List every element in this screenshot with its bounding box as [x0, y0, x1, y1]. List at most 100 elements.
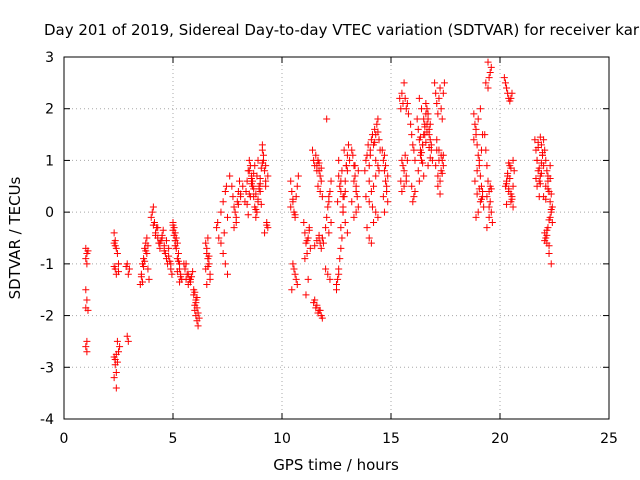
data-point	[504, 169, 512, 177]
data-point	[305, 226, 313, 234]
data-point	[202, 239, 210, 247]
data-point	[434, 172, 442, 180]
data-point	[539, 151, 547, 159]
data-point	[407, 120, 415, 128]
data-point	[123, 332, 131, 340]
data-point	[379, 156, 387, 164]
data-point	[434, 110, 442, 118]
data-point	[380, 151, 388, 159]
data-point	[400, 182, 408, 190]
data-point	[219, 250, 227, 258]
data-point	[257, 200, 265, 208]
data-point	[339, 193, 347, 201]
data-point	[367, 239, 375, 247]
data-point	[361, 167, 369, 175]
data-point	[399, 162, 407, 170]
data-point	[409, 198, 417, 206]
data-point	[374, 213, 382, 221]
data-point	[145, 275, 153, 283]
data-point	[110, 374, 118, 382]
data-point	[245, 156, 253, 164]
data-point	[487, 208, 495, 216]
data-point	[301, 229, 309, 237]
data-point	[291, 211, 299, 219]
data-point	[434, 182, 442, 190]
data-point	[350, 213, 358, 221]
data-point	[507, 94, 515, 102]
data-point	[83, 337, 91, 345]
data-point	[138, 278, 146, 286]
data-point	[316, 172, 324, 180]
data-point	[336, 255, 344, 263]
data-point	[472, 213, 480, 221]
data-point	[400, 167, 408, 175]
data-point	[509, 156, 517, 164]
data-point	[365, 177, 373, 185]
data-point	[174, 250, 182, 258]
data-point	[509, 203, 517, 211]
data-point	[436, 84, 444, 92]
data-point	[362, 156, 370, 164]
data-point	[475, 185, 483, 193]
data-point	[165, 244, 173, 252]
data-point	[319, 239, 327, 247]
data-point	[366, 151, 374, 159]
data-point	[439, 89, 447, 97]
data-point	[352, 208, 360, 216]
data-point	[545, 242, 553, 250]
data-point	[112, 384, 120, 392]
data-point	[324, 270, 332, 278]
data-point	[335, 156, 343, 164]
data-point	[141, 257, 149, 265]
data-point	[312, 151, 320, 159]
data-point	[304, 275, 312, 283]
data-point	[543, 167, 551, 175]
y-axis-label: SDTVAR / TECUs	[6, 176, 24, 299]
data-point	[313, 237, 321, 245]
data-point	[318, 193, 326, 201]
y-tick-label: -3	[40, 360, 54, 376]
data-point	[237, 190, 245, 198]
data-point	[235, 177, 243, 185]
data-point	[380, 208, 388, 216]
data-point	[415, 177, 423, 185]
y-tick-label: 3	[45, 50, 54, 66]
data-point	[149, 221, 157, 229]
data-point	[324, 203, 332, 211]
data-point	[322, 224, 330, 232]
data-point	[486, 69, 494, 77]
data-point	[215, 234, 223, 242]
x-tick-label: 10	[273, 431, 291, 447]
data-point	[154, 224, 162, 232]
data-point	[362, 193, 370, 201]
data-point	[424, 110, 432, 118]
data-points	[82, 58, 556, 392]
data-point	[508, 89, 516, 97]
data-point	[82, 343, 90, 351]
data-point	[343, 167, 351, 175]
data-point	[339, 208, 347, 216]
data-point	[113, 250, 121, 258]
data-point	[503, 84, 511, 92]
data-point	[292, 275, 300, 283]
data-point	[293, 281, 301, 289]
data-point	[140, 262, 148, 270]
data-point	[217, 208, 225, 216]
data-point	[484, 84, 492, 92]
data-point	[372, 208, 380, 216]
data-point	[291, 270, 299, 278]
data-point	[221, 187, 229, 195]
data-point	[488, 218, 496, 226]
data-point	[483, 224, 491, 232]
data-point	[365, 198, 373, 206]
data-point	[413, 115, 421, 123]
data-point	[374, 115, 382, 123]
data-point	[322, 265, 330, 273]
data-point	[348, 146, 356, 154]
data-point	[213, 224, 221, 232]
data-point	[184, 270, 192, 278]
data-point	[418, 105, 426, 113]
data-point	[507, 164, 515, 172]
data-point	[546, 175, 554, 183]
data-point	[532, 175, 540, 183]
